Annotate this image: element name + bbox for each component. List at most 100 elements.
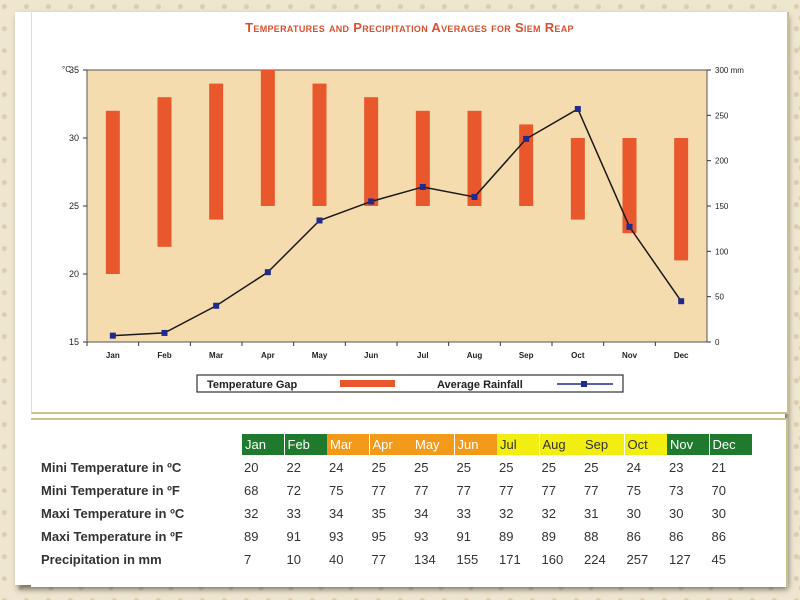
table-row-label: Maxi Temperature in ºC bbox=[41, 506, 185, 521]
temperature-gap-bar bbox=[157, 97, 172, 247]
chart-panel: Temperatures and Precipitation Averages … bbox=[31, 12, 789, 414]
table-cell: 77 bbox=[414, 483, 429, 498]
right-axis-tick-label: 50 bbox=[715, 293, 724, 302]
rainfall-point bbox=[574, 105, 581, 112]
table-cell: 93 bbox=[414, 529, 429, 544]
table-cell: 31 bbox=[584, 506, 599, 521]
table-cell: 70 bbox=[711, 483, 726, 498]
rainfall-point bbox=[471, 193, 478, 200]
table-cell: 32 bbox=[541, 506, 556, 521]
table-row-label: Mini Temperature in ºC bbox=[41, 460, 182, 475]
left-axis-tick-label: 30 bbox=[69, 133, 79, 143]
temperature-gap-bar bbox=[467, 110, 482, 206]
table-cell: 33 bbox=[456, 506, 471, 521]
month-header-sep: Sep bbox=[582, 434, 624, 455]
table-cell: 10 bbox=[286, 552, 301, 567]
table-row-label: Precipitation in mm bbox=[41, 552, 162, 567]
table-cell: 25 bbox=[499, 460, 514, 475]
table-cell: 24 bbox=[329, 460, 344, 475]
right-axis-tick-label: 100 bbox=[715, 247, 729, 256]
month-header-apr: Apr bbox=[369, 434, 412, 455]
month-header-nov: Nov bbox=[667, 434, 709, 455]
rainfall-point bbox=[626, 223, 633, 230]
plot-area bbox=[86, 69, 708, 343]
rainfall-point bbox=[523, 135, 530, 142]
table-cell: 68 bbox=[244, 483, 259, 498]
x-axis-tick-label: Jun bbox=[364, 351, 378, 360]
month-header-jan: Jan bbox=[242, 434, 284, 455]
left-axis-unit: °C bbox=[62, 65, 71, 74]
temperature-gap-bar bbox=[105, 110, 120, 274]
table-cell: 25 bbox=[584, 460, 599, 475]
legend-label-average-rainfall: Average Rainfall bbox=[437, 379, 523, 391]
rainfall-point bbox=[678, 298, 685, 305]
month-header-oct: Oct bbox=[624, 434, 667, 455]
rainfall-point bbox=[316, 217, 323, 224]
month-header-mar: Mar bbox=[327, 434, 369, 455]
table-cell: 25 bbox=[414, 460, 429, 475]
table-cell: 34 bbox=[414, 506, 429, 521]
legend-box bbox=[196, 374, 624, 393]
table-cell: 21 bbox=[711, 460, 726, 475]
left-axis-tick-label: 35 bbox=[69, 65, 79, 75]
table-cell: 35 bbox=[371, 506, 386, 521]
table-cell: 30 bbox=[626, 506, 641, 521]
table-cell: 89 bbox=[499, 529, 514, 544]
right-axis-tick-label: 150 bbox=[715, 202, 729, 211]
table-row-label: Maxi Temperature in ºF bbox=[41, 529, 183, 544]
month-header-jul: Jul bbox=[497, 434, 539, 455]
x-axis-tick-label: Jul bbox=[417, 351, 429, 360]
month-header-aug: Aug bbox=[539, 434, 582, 455]
table-cell: 73 bbox=[669, 483, 684, 498]
legend-label-temperature-gap: Temperature Gap bbox=[207, 379, 298, 391]
x-axis-tick-label: Nov bbox=[622, 351, 638, 360]
table-cell: 22 bbox=[286, 460, 301, 475]
chart-title: Temperatures and Precipitation Averages … bbox=[245, 20, 574, 35]
table-cell: 77 bbox=[456, 483, 471, 498]
table-cell: 86 bbox=[626, 529, 641, 544]
table-cell: 25 bbox=[371, 460, 386, 475]
table-cell: 160 bbox=[541, 552, 564, 567]
rainfall-point bbox=[368, 198, 375, 205]
temperature-gap-bar bbox=[622, 138, 637, 234]
table-cell: 86 bbox=[711, 529, 726, 544]
temperature-gap-bar bbox=[209, 83, 224, 220]
rainfall-line bbox=[112, 107, 682, 337]
left-axis-tick-label: 25 bbox=[69, 201, 79, 211]
table-cell: 25 bbox=[456, 460, 471, 475]
temperature-gap-bar bbox=[260, 70, 275, 206]
temperature-gap-bar bbox=[415, 110, 430, 206]
month-header-may: May bbox=[412, 434, 454, 455]
x-axis-tick-label: Sep bbox=[519, 351, 534, 360]
rainfall-point bbox=[109, 332, 116, 339]
left-axis-tick-label: 20 bbox=[69, 269, 79, 279]
x-axis-tick-label: Jan bbox=[106, 351, 120, 360]
table-cell: 77 bbox=[499, 483, 514, 498]
table-cell: 89 bbox=[244, 529, 259, 544]
right-axis-tick-label: 0 bbox=[715, 338, 720, 347]
table-row-label: Mini Temperature in ºF bbox=[41, 483, 180, 498]
table-cell: 33 bbox=[286, 506, 301, 521]
x-axis-tick-label: Mar bbox=[209, 351, 223, 360]
month-header-jun: Jun bbox=[454, 434, 497, 455]
rainfall-point bbox=[213, 302, 220, 309]
month-header-feb: Feb bbox=[284, 434, 327, 455]
x-axis-tick-label: Aug bbox=[467, 351, 483, 360]
x-axis-tick-label: Apr bbox=[261, 351, 275, 360]
legend-swatch-temperature-gap bbox=[340, 380, 395, 387]
x-axis-tick-label: Feb bbox=[157, 351, 171, 360]
temperature-gap-bar bbox=[312, 83, 327, 206]
table-cell: 171 bbox=[499, 552, 521, 567]
table-cell: 89 bbox=[541, 529, 556, 544]
temperature-gap-bar bbox=[519, 124, 534, 206]
table-cell: 32 bbox=[499, 506, 514, 521]
table-cell: 127 bbox=[669, 552, 691, 567]
table-cell: 77 bbox=[541, 483, 556, 498]
combo-chart: 15 20 25 30 35°C 0 50 100 150 200 250 300 mm Jan Feb M… bbox=[62, 65, 744, 393]
month-header-dec: Dec bbox=[709, 434, 752, 455]
table-cell: 45 bbox=[711, 552, 726, 567]
rainfall-point bbox=[161, 329, 168, 336]
right-axis-tick-label: 250 bbox=[715, 111, 729, 120]
table-cell: 91 bbox=[286, 529, 301, 544]
x-axis-tick-label: Dec bbox=[674, 351, 689, 360]
